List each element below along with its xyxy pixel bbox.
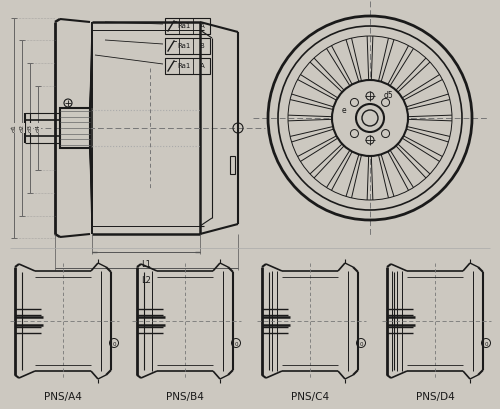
- Text: PNS/B4: PNS/B4: [166, 392, 204, 402]
- Text: d1: d1: [12, 124, 16, 132]
- Text: 0: 0: [112, 342, 116, 346]
- Text: A: A: [200, 23, 204, 29]
- Circle shape: [332, 80, 408, 156]
- Bar: [165, 18, 210, 34]
- Text: d4: d4: [36, 124, 41, 132]
- Text: PNS/C4: PNS/C4: [291, 392, 329, 402]
- Text: Ra1: Ra1: [178, 43, 190, 49]
- Bar: [165, 58, 210, 74]
- Text: e: e: [342, 106, 346, 115]
- Text: d5: d5: [384, 91, 394, 100]
- Bar: [230, 156, 235, 174]
- Text: d2: d2: [20, 124, 24, 132]
- Bar: [165, 38, 210, 54]
- Bar: [60, 108, 90, 148]
- Text: 0: 0: [234, 342, 238, 346]
- Text: L2: L2: [142, 276, 152, 285]
- Text: 0: 0: [484, 342, 488, 346]
- Text: 0: 0: [359, 342, 363, 346]
- Text: PNS/A4: PNS/A4: [44, 392, 82, 402]
- Text: L1: L1: [141, 260, 151, 269]
- Text: d3: d3: [28, 124, 32, 132]
- Text: A: A: [200, 63, 204, 69]
- Text: Ra1: Ra1: [178, 63, 190, 69]
- Text: PNS/D4: PNS/D4: [416, 392, 455, 402]
- Text: Ra1: Ra1: [178, 23, 190, 29]
- Text: B: B: [200, 43, 204, 49]
